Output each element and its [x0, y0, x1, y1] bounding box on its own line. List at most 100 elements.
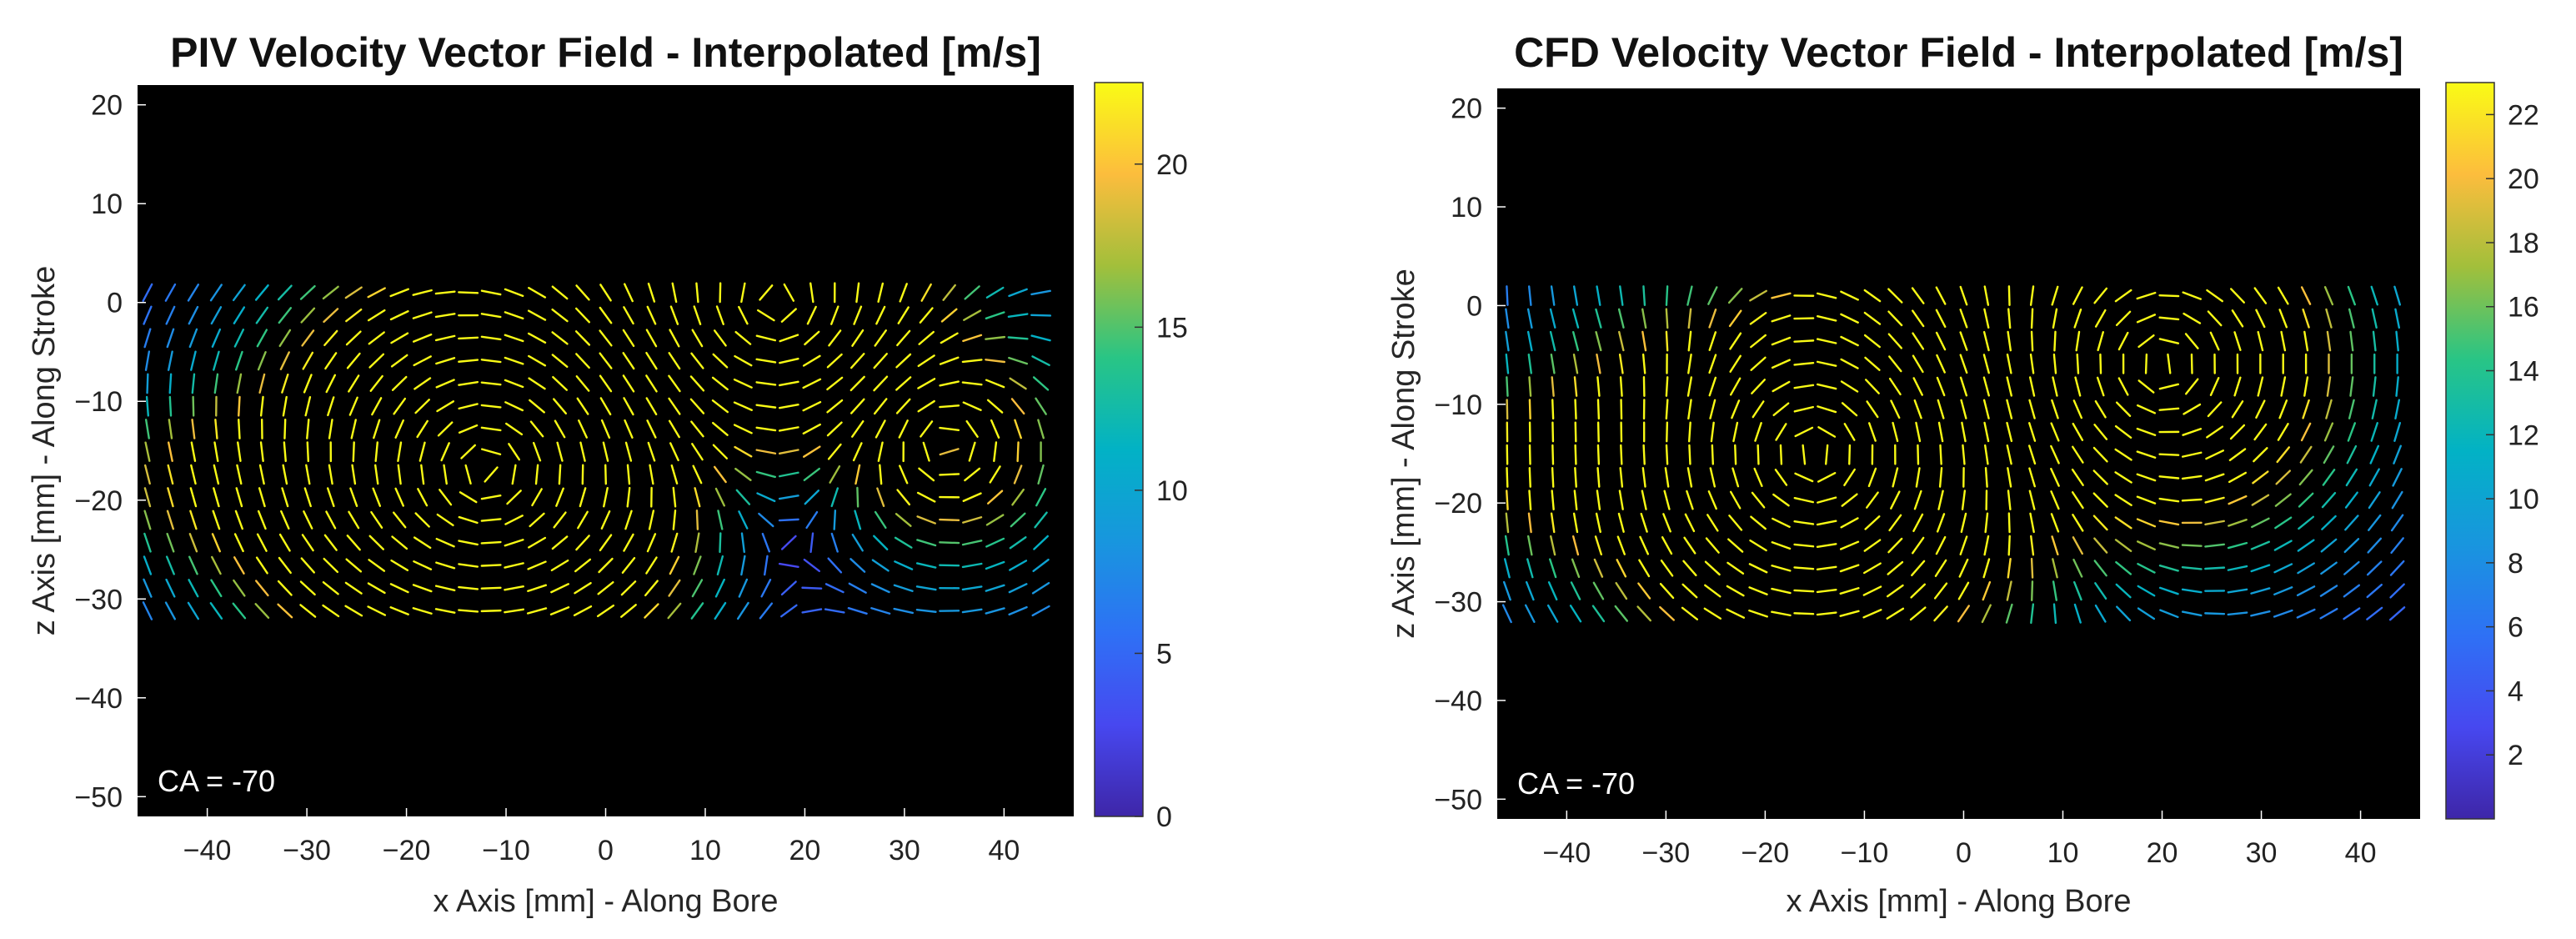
velocity-vector [303, 510, 313, 530]
velocity-vector [780, 308, 797, 323]
velocity-vector [143, 328, 152, 349]
velocity-vector [758, 512, 774, 528]
velocity-vector [915, 585, 937, 591]
velocity-vector [532, 441, 542, 462]
colorbar [2445, 82, 2495, 820]
velocity-vector [372, 487, 382, 507]
velocity-vector [346, 352, 361, 369]
velocity-vector [1596, 444, 1601, 465]
velocity-vector [1886, 607, 1905, 620]
velocity-vector [323, 329, 338, 347]
plot-area [1497, 88, 2420, 819]
velocity-vector [874, 329, 888, 347]
velocity-vector [1936, 354, 1946, 374]
velocity-vector [2052, 353, 2057, 374]
velocity-vector [1748, 586, 1768, 595]
velocity-vector [2167, 353, 2172, 374]
velocity-vector [459, 491, 478, 504]
velocity-vector [1984, 466, 1988, 488]
velocity-vector [740, 282, 746, 304]
velocity-vector [2007, 467, 2012, 488]
velocity-vector [804, 330, 820, 346]
velocity-vector [188, 533, 198, 553]
velocity-vector [939, 448, 960, 456]
velocity-vector [2181, 565, 2203, 570]
velocity-vector [300, 557, 315, 574]
velocity-vector [962, 401, 982, 411]
velocity-vector [283, 441, 287, 463]
velocity-vector [939, 541, 960, 545]
velocity-vector [480, 313, 502, 319]
velocity-vector [1665, 399, 1669, 420]
velocity-vector [458, 540, 479, 546]
velocity-vector [2076, 353, 2080, 374]
velocity-vector [2392, 468, 2403, 487]
velocity-vector [2115, 560, 2132, 575]
velocity-vector [1863, 334, 1881, 349]
velocity-vector [986, 490, 1004, 505]
velocity-vector [413, 560, 433, 570]
velocity-vector [2158, 475, 2180, 480]
velocity-vector [2233, 331, 2242, 351]
velocity-vector [1957, 581, 1970, 600]
velocity-vector [210, 306, 223, 325]
velocity-vector [804, 490, 820, 505]
velocity-vector [2158, 383, 2180, 390]
velocity-vector [1574, 466, 1577, 488]
velocity-vector [1862, 609, 1882, 619]
velocity-vector [712, 444, 729, 459]
velocity-vector [2370, 422, 2378, 442]
chart-title: PIV Velocity Vector Field - Interpolated… [170, 29, 1041, 76]
crank-angle-annotation: CA = -70 [158, 764, 275, 798]
velocity-vector [1890, 490, 1901, 510]
velocity-vector [1752, 400, 1765, 419]
velocity-vector [1551, 466, 1555, 488]
velocity-vector [2094, 399, 2107, 419]
velocity-vector [1546, 604, 1559, 623]
velocity-vector [1013, 464, 1023, 485]
velocity-vector [2093, 424, 2108, 440]
velocity-vector [985, 514, 1005, 526]
velocity-vector [873, 353, 888, 369]
velocity-vector [187, 284, 200, 302]
velocity-vector [759, 284, 774, 301]
velocity-vector [2051, 535, 2059, 556]
x-tick-label: −30 [1642, 837, 1691, 869]
velocity-vector [624, 441, 633, 462]
velocity-vector [1748, 563, 1768, 574]
velocity-vector [1816, 611, 1837, 616]
velocity-vector [1863, 289, 1882, 303]
velocity-vector [647, 441, 656, 462]
velocity-vector [1711, 444, 1714, 465]
velocity-vector [1570, 581, 1581, 600]
velocity-vector [1843, 423, 1856, 441]
velocity-vector [899, 464, 909, 485]
y-tick-label: −30 [1434, 587, 1482, 619]
velocity-vector [2072, 558, 2083, 578]
velocity-vector [2231, 400, 2244, 419]
velocity-vector [143, 305, 153, 325]
velocity-vector [2321, 491, 2337, 509]
velocity-vector [1709, 399, 1716, 419]
velocity-vector [733, 401, 753, 411]
velocity-vector [713, 465, 727, 484]
velocity-vector [1642, 285, 1646, 307]
velocity-vector [2072, 286, 2083, 305]
velocity-vector [2030, 535, 2035, 556]
velocity-vector [1841, 402, 1858, 417]
velocity-vector [847, 606, 868, 615]
velocity-vector [526, 607, 548, 615]
velocity-vector [2275, 470, 2292, 485]
velocity-vector [234, 510, 243, 530]
x-tick-label: 40 [988, 835, 1020, 866]
velocity-vector [346, 535, 361, 551]
velocity-vector [2116, 605, 2132, 622]
velocity-vector [1506, 376, 1509, 397]
colorbar-tick-label: 12 [2508, 419, 2539, 451]
colorbar-tick-label: 0 [1156, 801, 1172, 833]
velocity-vector [504, 311, 524, 320]
velocity-vector [458, 380, 479, 386]
velocity-vector [1682, 560, 1697, 577]
velocity-vector [2368, 491, 2381, 510]
velocity-vector [2321, 515, 2337, 530]
